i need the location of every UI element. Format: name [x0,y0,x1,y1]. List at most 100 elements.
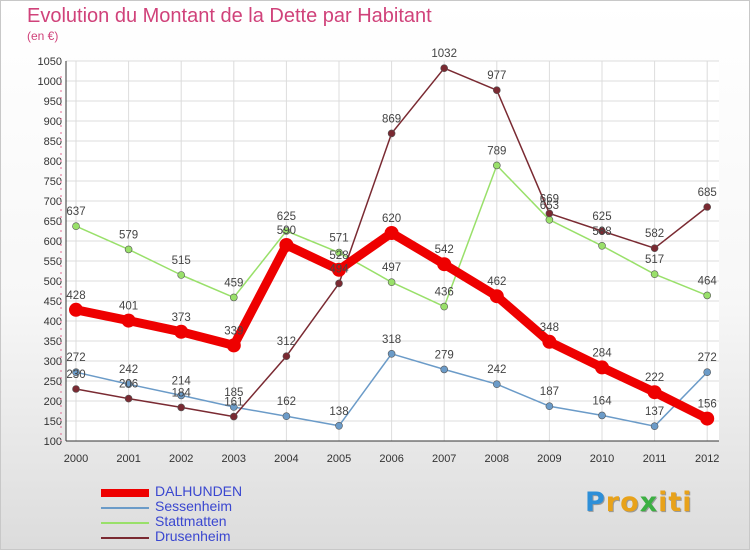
data-point-drusenheim [492,86,501,94]
legend-swatch-stattmatten [101,522,149,524]
logo-letter: t [668,487,683,518]
data-label-dalhunden: 528 [329,250,348,262]
data-label-stattmatten: 637 [66,206,85,218]
data-label-stattmatten: 579 [119,229,138,241]
data-point-sessenheim [650,422,659,431]
data-point-sessenheim [492,380,501,389]
x-tick-label: 2002 [169,453,193,465]
data-label-dalhunden: 620 [382,213,401,225]
data-point-stattmatten [177,271,185,279]
data-point-drusenheim [72,385,80,393]
y-tick-label: 400 [44,316,62,328]
data-point-stattmatten [650,270,659,279]
logo-letter: r [605,487,621,518]
data-label-sessenheim: 164 [592,395,612,407]
data-label-stattmatten: 625 [277,211,296,223]
data-label-stattmatten: 789 [487,145,506,157]
chart-subtitle: (en €) [27,29,59,43]
legend-swatch-drusenheim [101,537,149,539]
data-point-sessenheim [230,403,238,411]
data-point-drusenheim [650,244,659,252]
data-label-drusenheim: 494 [329,263,349,275]
logo-letter: o [620,487,640,518]
data-point-sessenheim [440,365,449,374]
legend-label-drusenheim: Drusenheim [155,528,231,544]
data-label-dalhunden: 462 [487,276,506,288]
data-point-dalhunden [226,338,241,353]
data-label-stattmatten: 436 [435,287,454,299]
y-tick-label: 350 [44,336,62,348]
data-point-sessenheim [387,349,396,358]
proxiti-logo: Proxiti [585,487,693,518]
data-label-drusenheim: 312 [277,336,296,348]
data-point-sessenheim [72,368,80,377]
data-point-drusenheim [230,412,238,421]
data-point-sessenheim [703,368,712,377]
data-point-stattmatten [703,291,712,300]
data-label-drusenheim: 206 [119,379,138,391]
data-point-dalhunden [174,324,189,339]
data-point-drusenheim [440,64,449,72]
y-tick-label: 850 [44,136,62,148]
x-tick-label: 2011 [643,453,667,465]
data-point-stattmatten [72,222,80,230]
y-tick-label: 1050 [38,56,62,68]
legend-item-stattmatten: Stattmatten [101,513,321,530]
data-label-sessenheim: 242 [119,364,138,376]
data-point-stattmatten [387,278,396,287]
data-label-sessenheim: 185 [224,387,243,399]
data-label-sessenheim: 214 [172,375,192,387]
data-point-stattmatten [545,216,554,224]
data-point-drusenheim [387,129,396,138]
data-point-dalhunden [121,313,136,328]
y-tick-label: 1000 [38,76,62,88]
data-label-stattmatten: 515 [172,255,191,267]
x-tick-label: 2012 [695,453,719,465]
x-tick-label: 2005 [327,453,351,465]
x-tick-label: 2008 [485,453,509,465]
series-stattmatten [72,161,712,311]
data-point-stattmatten [492,161,501,170]
y-tick-label: 200 [44,396,62,408]
x-tick-label: 2009 [537,453,561,465]
data-point-dalhunden [437,257,452,272]
data-label-dalhunden: 222 [645,372,664,384]
x-tick-label: 2001 [116,453,140,465]
data-label-dalhunden: 542 [435,244,454,256]
y-tick-label: 550 [44,256,62,268]
y-tick-label: 100 [44,436,62,448]
legend-item-sessenheim: Sessenheim [101,498,321,515]
data-point-drusenheim [177,403,185,412]
data-point-dalhunden [384,226,399,240]
data-label-dalhunden: 348 [540,322,559,334]
data-point-drusenheim [282,352,291,361]
data-point-stattmatten [335,248,343,257]
data-point-drusenheim [703,203,712,211]
data-point-stattmatten [598,242,606,250]
data-label-drusenheim: 869 [382,113,401,125]
y-tick-label: 900 [44,116,62,128]
data-label-dalhunden: 156 [698,399,717,411]
data-label-drusenheim: 685 [698,187,717,199]
data-label-sessenheim: 138 [329,406,348,418]
data-point-dalhunden [489,289,504,304]
data-label-stattmatten: 497 [382,262,401,274]
y-tick-label: 750 [44,176,62,188]
data-label-drusenheim: 230 [66,369,85,381]
data-label-stattmatten: 588 [592,226,611,238]
data-point-dalhunden [332,262,346,277]
data-label-drusenheim: 161 [224,397,243,409]
legend-label-stattmatten: Stattmatten [155,513,227,529]
data-point-dalhunden [542,334,557,349]
data-label-sessenheim: 187 [540,386,559,398]
data-point-drusenheim [545,209,554,218]
data-label-dalhunden: 401 [119,301,138,313]
data-label-dalhunden: 373 [172,312,191,324]
data-label-dalhunden: 428 [66,290,85,302]
data-label-drusenheim: 184 [172,387,192,399]
data-point-dalhunden [279,238,294,252]
data-label-drusenheim: 1032 [431,48,457,60]
y-tick-label: 450 [44,296,62,308]
